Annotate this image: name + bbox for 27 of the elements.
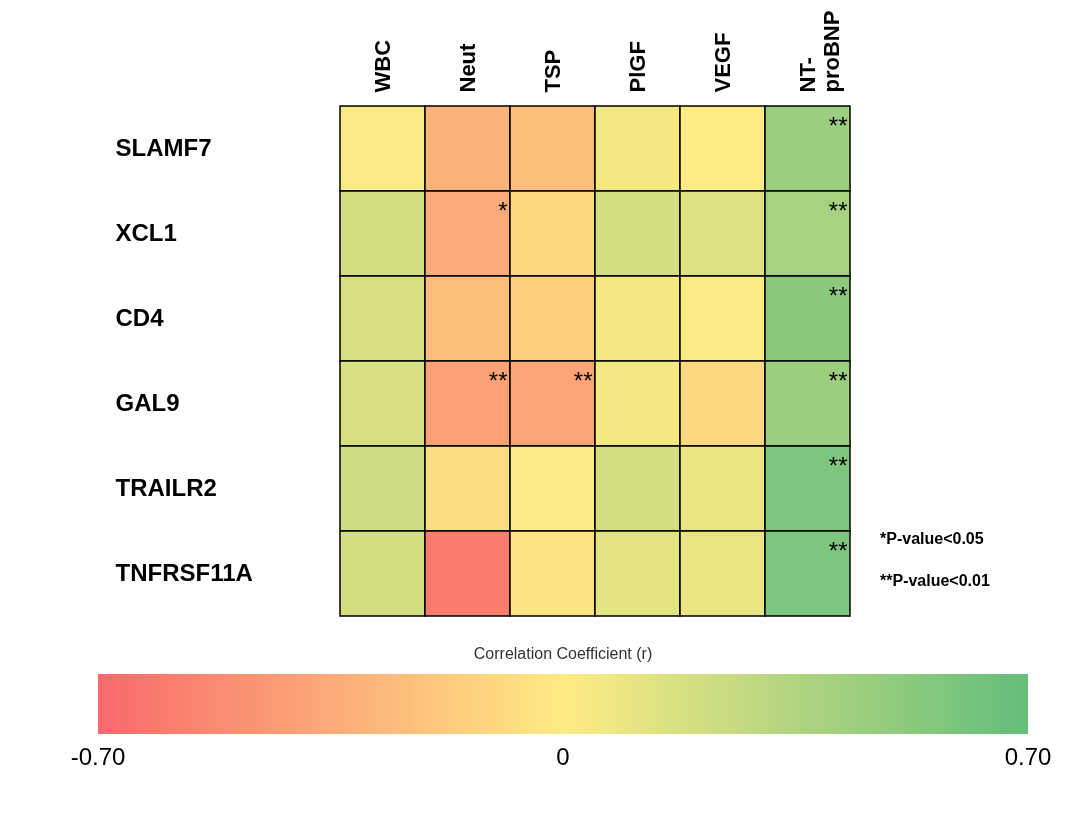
color-bar-label: 0 <box>556 743 570 770</box>
data-label: ** <box>828 281 848 309</box>
x-tick-label: TSP <box>539 49 565 93</box>
data-label: ** <box>828 196 848 224</box>
text: *P-value<0.05 <box>880 530 984 547</box>
data-label: ** <box>828 111 848 139</box>
x-tick-label: VEGF <box>709 32 735 93</box>
color-bar-title: Correlation Coefficient (r) <box>473 645 653 662</box>
data-label: ** <box>828 366 848 394</box>
y-tick-label: XCL1 <box>115 218 177 246</box>
data-label: ** <box>573 366 593 394</box>
x-tick-label: PlGF <box>624 41 650 93</box>
data-label: ** <box>828 536 848 564</box>
y-tick-label: TNFRSF11A <box>115 558 253 586</box>
color-bar-label: 0.70 <box>1004 743 1052 770</box>
y-tick-label: TRAILR2 <box>115 473 217 501</box>
y-tick-label: GAL9 <box>115 388 180 416</box>
x-tick-label: NT-proBNP <box>794 10 844 93</box>
color-bar-label: -0.70 <box>70 743 126 770</box>
data-label: ** <box>828 451 848 479</box>
data-label: * <box>498 196 508 224</box>
y-tick-label: SLAMF7 <box>115 133 212 161</box>
text: **P-value<0.01 <box>880 572 990 589</box>
x-tick-label: Neut <box>454 42 480 93</box>
y-tick-label: CD4 <box>115 303 165 331</box>
data-label: ** <box>488 366 508 394</box>
x-tick-label: WBC <box>369 39 395 93</box>
